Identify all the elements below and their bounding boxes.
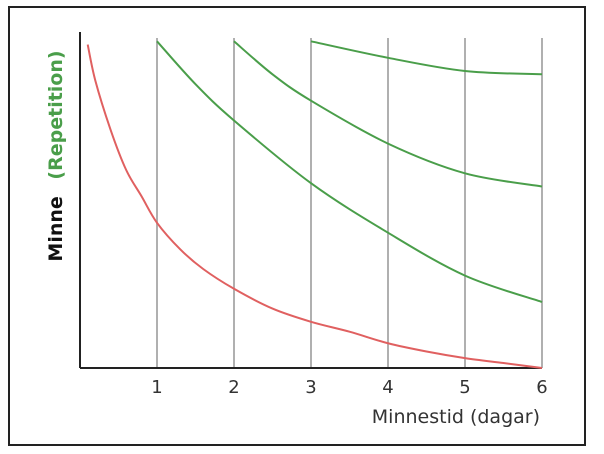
x-tick-labels: 1 2 3 4 5 6 (151, 377, 547, 398)
grid-lines (156, 38, 543, 368)
x-tick-label-5: 5 (459, 377, 470, 398)
x-axis-label: Minnestid (dagar) (372, 406, 540, 428)
repetition-curve-line-3 (310, 40, 543, 76)
repetition-curve-line-1 (156, 40, 543, 303)
x-tick-label-2: 2 (228, 377, 239, 398)
x-tick-label-3: 3 (305, 377, 316, 398)
forgetting-curve-line (86, 44, 543, 369)
x-tick-label-1: 1 (151, 377, 162, 398)
y-axis-label-main: Minne (45, 196, 67, 261)
series-group (86, 40, 543, 369)
y-axis-label-note: (Repetition) (45, 50, 67, 179)
y-axis-label: Minne (Repetition) (45, 50, 67, 261)
axes (79, 32, 542, 369)
forgetting-curve-chart: 1 2 3 4 5 6 Minnestid (dagar) Minne (Repetiti… (45, 32, 548, 428)
x-tick-label-4: 4 (382, 377, 393, 398)
repetition-curve-line-2 (233, 40, 543, 188)
chart-frame: 1 2 3 4 5 6 Minnestid (dagar) Minne (Repetiti… (8, 6, 586, 446)
x-tick-label-6: 6 (536, 377, 547, 398)
